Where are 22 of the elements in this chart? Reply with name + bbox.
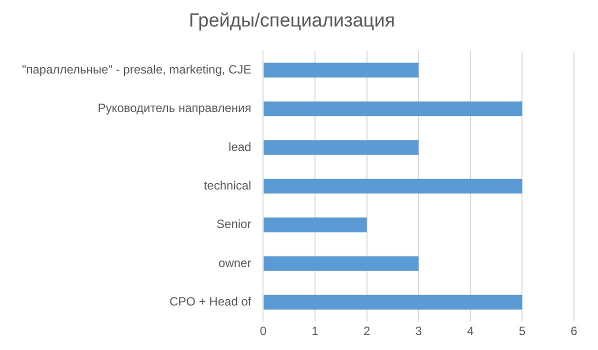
y-tick-label: CPO + Head of: [169, 294, 252, 309]
x-tick-label: 5: [518, 324, 526, 338]
x-tick-label: 6: [570, 324, 578, 338]
chart-title: Грейды/специализация: [188, 10, 396, 32]
bar: [264, 178, 522, 194]
bar: [264, 140, 419, 155]
y-tick-label: technical: [204, 178, 252, 193]
bar: [264, 218, 367, 232]
y-tick-label: owner: [218, 256, 252, 270]
x-tick-label: 1: [312, 324, 319, 338]
x-tick-label: 3: [415, 324, 422, 338]
bar: [264, 101, 522, 116]
x-tick-label: 2: [363, 324, 370, 338]
bar: [264, 256, 419, 271]
y-tick-label: Руководитель направления: [98, 101, 252, 116]
y-tick-label: Senior: [216, 217, 252, 232]
bar: [264, 62, 419, 78]
y-tick-label: lead: [228, 140, 252, 154]
x-tick-label: 0: [260, 324, 267, 338]
y-tick-label: "параллельные" - presale, marketing, CJE: [22, 62, 252, 76]
x-tick-label: 4: [467, 324, 474, 338]
bar: [264, 294, 522, 310]
